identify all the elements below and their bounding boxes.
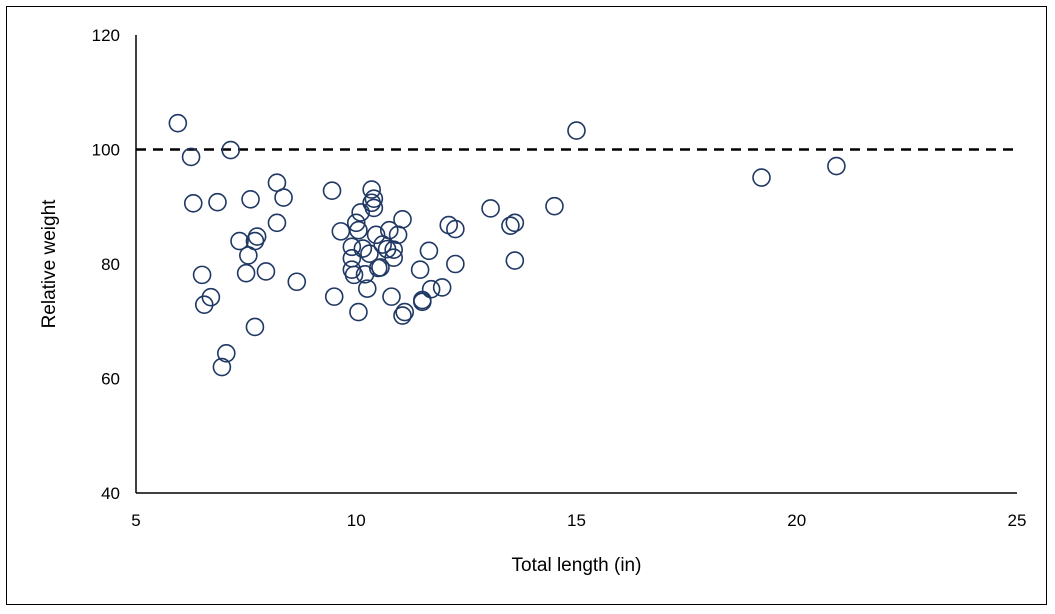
data-point — [393, 210, 412, 229]
data-point — [267, 213, 287, 233]
data-point — [446, 254, 465, 274]
data-point — [501, 216, 520, 235]
data-point — [183, 194, 203, 213]
data-point — [362, 180, 381, 199]
x-tick-label: 25 — [1008, 511, 1027, 530]
data-point — [567, 121, 586, 140]
y-tick-label: 100 — [92, 141, 120, 160]
data-point — [245, 317, 265, 337]
data-point — [421, 279, 441, 299]
x-axis-ticks: 5 10 15 20 25 — [131, 511, 1026, 530]
data-point — [752, 168, 771, 187]
data-point — [322, 181, 342, 201]
data-point — [344, 265, 364, 285]
x-tick-label: 20 — [787, 511, 806, 530]
data-point — [212, 357, 232, 377]
x-tick-label: 5 — [131, 511, 140, 530]
data-point — [410, 260, 430, 280]
data-point — [481, 199, 500, 218]
data-point — [360, 244, 379, 263]
data-point — [324, 287, 344, 306]
data-point — [247, 227, 267, 246]
data-point — [366, 225, 386, 245]
y-tick-label: 60 — [101, 370, 120, 389]
y-tick-label: 80 — [101, 255, 120, 274]
data-point — [364, 189, 384, 209]
chart-area: 40 60 80 100 120 5 10 15 20 25 Total length (in)… — [6, 6, 1047, 605]
data-point — [192, 265, 212, 285]
y-axis-ticks: 40 60 80 100 120 — [92, 26, 120, 503]
data-point — [287, 272, 307, 292]
data-point — [168, 113, 188, 133]
scatter-chart: 40 60 80 100 120 5 10 15 20 25 Total length (in)… — [39, 26, 1026, 576]
y-tick-label: 120 — [92, 26, 120, 45]
y-tick-label: 40 — [101, 484, 120, 503]
data-point — [230, 231, 249, 251]
data-point — [349, 302, 368, 322]
data-point — [505, 213, 525, 233]
data-point — [382, 287, 401, 306]
data-point — [393, 306, 412, 325]
data-point — [395, 302, 415, 322]
data-point — [432, 278, 452, 297]
data-point — [419, 241, 439, 261]
data-point — [384, 248, 403, 268]
data-point — [353, 239, 373, 258]
y-axis-title: Relative weight — [39, 199, 60, 329]
data-point — [371, 258, 390, 277]
data-point — [342, 237, 362, 257]
data-point — [331, 222, 351, 241]
data-point — [346, 213, 366, 233]
data-point — [545, 196, 564, 216]
data-point — [357, 279, 377, 298]
data-point — [349, 220, 368, 240]
x-tick-label: 10 — [347, 511, 366, 530]
data-point — [241, 190, 260, 209]
data-point — [413, 292, 432, 312]
data-point — [236, 263, 256, 283]
x-tick-label: 15 — [567, 511, 586, 530]
data-point — [274, 188, 293, 207]
data-point — [351, 203, 370, 222]
data-point — [194, 295, 214, 314]
data-point — [379, 220, 399, 240]
data-point — [413, 290, 432, 310]
data-points — [168, 113, 846, 377]
data-point — [221, 140, 241, 160]
data-point — [256, 262, 276, 281]
data-point — [827, 156, 846, 176]
data-point — [217, 344, 236, 363]
x-axis-title: Total length (in) — [512, 555, 642, 576]
data-point — [201, 287, 221, 307]
data-point — [364, 198, 384, 218]
data-point — [208, 192, 227, 212]
data-point — [181, 147, 201, 167]
data-point — [505, 251, 525, 270]
data-point — [446, 219, 465, 239]
